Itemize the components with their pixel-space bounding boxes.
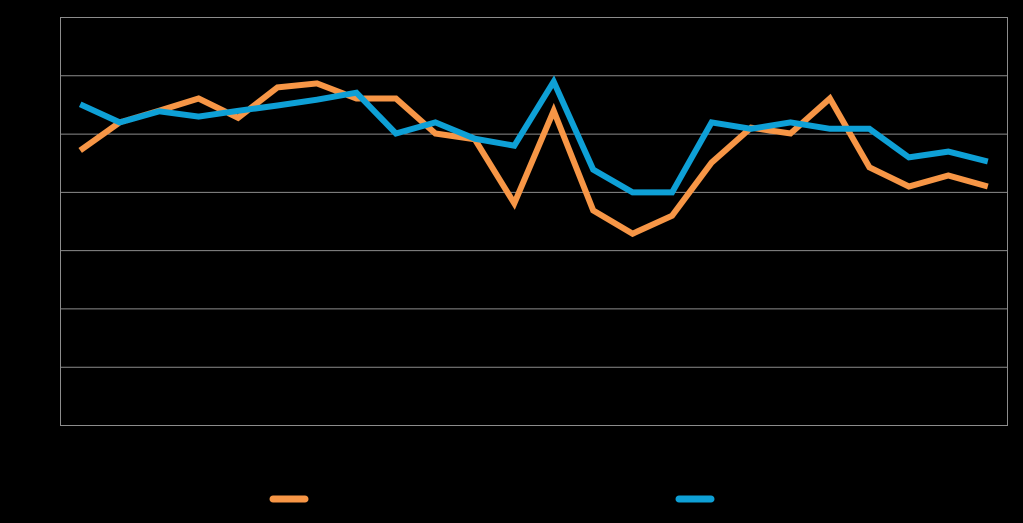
plot-border (60, 17, 1008, 426)
series-line (78, 75, 989, 196)
